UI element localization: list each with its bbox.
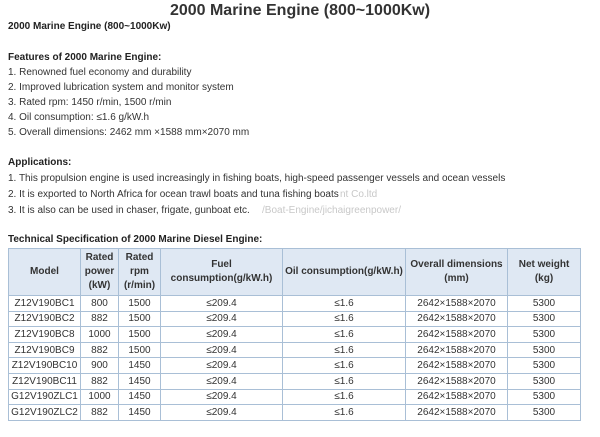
table-cell: 2642×1588×2070	[405, 295, 508, 312]
table-cell: 1500	[118, 310, 161, 328]
table-cell: 5300	[507, 310, 581, 328]
feature-item: 3. Rated rpm: 1450 r/min, 1500 r/min	[8, 97, 172, 108]
table-cell: 882	[80, 310, 119, 328]
column-header: Rated rpm (r/min)	[118, 248, 161, 296]
table-cell: 882	[80, 372, 119, 390]
table-cell: 5300	[507, 404, 581, 421]
table-cell: 1000	[80, 326, 119, 343]
table-cell: 5300	[507, 326, 581, 343]
feature-item: 2. Improved lubrication system and monit…	[8, 82, 234, 93]
table-cell: 1450	[118, 372, 161, 390]
applications-heading: Applications:	[8, 157, 72, 168]
table-cell: 2642×1588×2070	[405, 388, 508, 406]
table-cell: ≤1.6	[282, 404, 406, 421]
table-cell: ≤209.4	[160, 295, 283, 312]
table-cell: Z12V190BC10	[8, 357, 81, 374]
table-cell: ≤209.4	[160, 388, 283, 406]
application-item: 2. It is exported to North Africa for oc…	[8, 189, 339, 200]
table-cell: 5300	[507, 341, 581, 359]
header-row: Model Rated power (kW) Rated rpm (r/min) Fu…	[8, 248, 581, 296]
table-cell: 5300	[507, 357, 581, 374]
table-cell: ≤209.4	[160, 326, 283, 343]
feature-item: 4. Oil consumption: ≤1.6 g/kW.h	[8, 112, 150, 123]
table-cell: 2642×1588×2070	[405, 372, 508, 390]
table-cell: ≤209.4	[160, 404, 283, 421]
table-cell: ≤209.4	[160, 357, 283, 374]
watermark: /Boat-Engine/jichaigreenpower/	[262, 205, 401, 216]
table-cell: ≤1.6	[282, 326, 406, 343]
table-cell: 800	[80, 295, 119, 312]
table-cell: ≤1.6	[282, 341, 406, 359]
table-cell: ≤1.6	[282, 388, 406, 406]
spec-table: Model Rated power (kW) Rated rpm (r/min) Fu…	[8, 248, 581, 421]
table-cell: Z12V190BC1	[8, 295, 81, 312]
table-row: Z12V190BC9 882 1500 ≤209.4 ≤1.6 2642×1588×207…	[8, 341, 581, 359]
table-caption: Technical Specification of 2000 Marine D…	[8, 234, 263, 245]
table-cell: Z12V190BC8	[8, 326, 81, 343]
table-cell: Z12V190BC2	[8, 310, 81, 328]
table-row: Z12V190BC11 882 1450 ≤209.4 ≤1.6 2642×1588×20…	[8, 372, 581, 390]
table-cell: ≤1.6	[282, 357, 406, 374]
table-cell: ≤1.6	[282, 310, 406, 328]
table-cell: G12V190ZLC1	[8, 388, 81, 406]
title: 2000 Marine Engine (800~1000Kw)	[169, 2, 431, 19]
table-cell: 2642×1588×2070	[405, 341, 508, 359]
table-row: Z12V190BC10 900 1450 ≤209.4 ≤1.6 2642×1588×20…	[8, 357, 581, 374]
table-cell: 1500	[118, 326, 161, 343]
table-cell: ≤209.4	[160, 341, 283, 359]
table-cell: 5300	[507, 388, 581, 406]
column-header: Model	[8, 248, 81, 296]
table-cell: 1450	[118, 404, 161, 421]
table-cell: 5300	[507, 295, 581, 312]
column-header: Fuel consumption(g/kW.h)	[160, 248, 283, 296]
feature-item: 5. Overall dimensions: 2462 mm ×1588 mm×…	[8, 127, 250, 138]
table-row: Z12V190BC2 882 1500 ≤209.4 ≤1.6 2642×1588×207…	[8, 310, 581, 328]
column-header: Net weight (kg)	[507, 248, 581, 296]
table-cell: 2642×1588×2070	[405, 357, 508, 374]
features-heading: Features of 2000 Marine Engine:	[8, 52, 162, 63]
table-cell: 5300	[507, 372, 581, 390]
table-cell: 1000	[80, 388, 119, 406]
table-cell: Z12V190BC9	[8, 341, 81, 359]
table-cell: 2642×1588×2070	[405, 310, 508, 328]
table-cell: 1450	[118, 357, 161, 374]
table-cell: Z12V190BC11	[8, 372, 81, 390]
table-cell: ≤209.4	[160, 372, 283, 390]
table-cell: 2642×1588×2070	[405, 326, 508, 343]
watermark: nt Co.ltd	[340, 189, 378, 200]
feature-item: 1. Renowned fuel economy and durability	[8, 67, 192, 78]
column-header: Oil consumption(g/kW.h)	[282, 248, 406, 296]
column-header: Rated power (kW)	[80, 248, 119, 296]
table-cell: ≤209.4	[160, 310, 283, 328]
table-row: Z12V190BC1 800 1500 ≤209.4 ≤1.6 2642×1588×207…	[8, 295, 581, 312]
table-cell: 1500	[118, 341, 161, 359]
application-item: 1. This propulsion engine is used increa…	[8, 173, 506, 184]
table-cell: 1500	[118, 295, 161, 312]
subtitle: 2000 Marine Engine (800~1000Kw)	[8, 21, 171, 32]
table-cell: 882	[80, 341, 119, 359]
table-cell: ≤1.6	[282, 295, 406, 312]
table-row: Z12V190BC8 1000 1500 ≤209.4 ≤1.6 2642×1588×20…	[8, 326, 581, 343]
table-cell: 1450	[118, 388, 161, 406]
table-cell: G12V190ZLC2	[8, 404, 81, 421]
table-row: G12V190ZLC1 1000 1450 ≤209.4 ≤1.6 2642×1588×2…	[8, 388, 581, 406]
column-header: Overall dimensions (mm)	[405, 248, 508, 296]
table-cell: 882	[80, 404, 119, 421]
table-cell: ≤1.6	[282, 372, 406, 390]
table-row: G12V190ZLC2 882 1450 ≤209.4 ≤1.6 2642×1588×20…	[8, 404, 581, 421]
table-cell: 900	[80, 357, 119, 374]
table-cell: 2642×1588×2070	[405, 404, 508, 421]
application-item: 3. It is also can be used in chaser, fri…	[8, 205, 250, 216]
